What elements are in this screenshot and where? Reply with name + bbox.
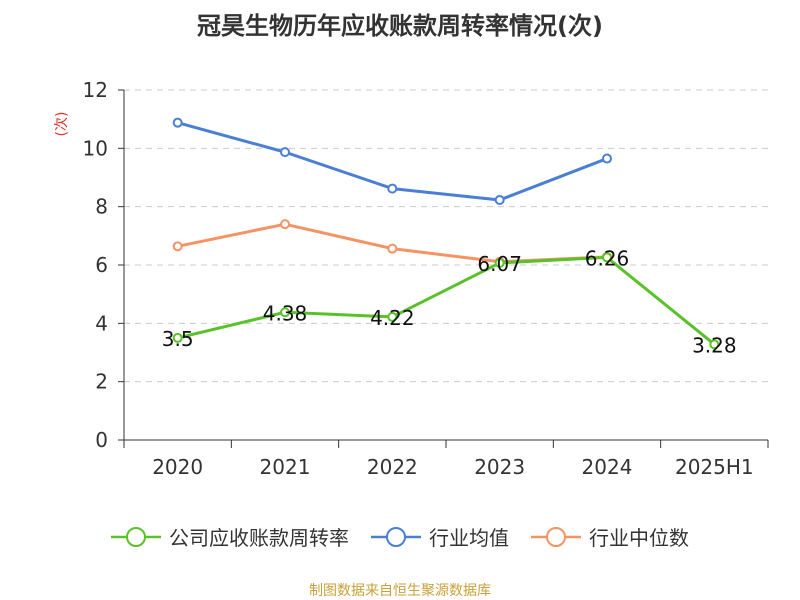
chart-title: 冠昊生物历年应收账款周转率情况(次) xyxy=(197,12,603,40)
y-tick-label: 10 xyxy=(83,136,108,160)
y-tick-label: 2 xyxy=(95,370,108,394)
x-tick-label: 2024 xyxy=(582,455,633,479)
source-note: 制图数据来自恒生聚源数据库 xyxy=(309,583,491,599)
legend-marker-icon xyxy=(371,526,421,547)
legend-item: 公司应收账款周转率 xyxy=(111,522,349,551)
legend-item: 行业均值 xyxy=(371,522,509,551)
x-tick-label: 2022 xyxy=(367,455,418,479)
data-point xyxy=(280,219,290,230)
data-point xyxy=(494,194,505,205)
data-label: 6.26 xyxy=(585,246,630,270)
data-point xyxy=(280,307,290,318)
legend-circle xyxy=(546,526,566,547)
data-point xyxy=(494,257,505,268)
axes: 0 2 4 6 8 10 12 2020 2021 2022 2023 2024 2025H1 (次) xyxy=(54,78,769,479)
x-tick-label: 2021 xyxy=(260,455,311,479)
data-point xyxy=(387,243,398,254)
data-point xyxy=(602,252,612,263)
data-point xyxy=(709,339,720,350)
y-tick-label: 12 xyxy=(83,78,108,102)
data-point xyxy=(172,241,183,252)
series-line xyxy=(177,255,716,346)
y-tick-label: 0 xyxy=(95,428,108,452)
data-point xyxy=(387,183,398,194)
legend: 公司应收账款周转率 行业均值 行业中位数 xyxy=(0,522,800,551)
data-label: 4.22 xyxy=(370,306,415,330)
data-point xyxy=(602,153,612,164)
y-tick-label: 6 xyxy=(95,253,108,277)
legend-label: 公司应收账款周转率 xyxy=(169,526,349,550)
data-point xyxy=(280,147,290,158)
legend-marker-icon xyxy=(111,526,161,547)
legend-marker-icon xyxy=(531,526,581,547)
grid-lines xyxy=(124,89,768,383)
x-tick-label: 2025H1 xyxy=(675,455,754,479)
data-labels: 3.5 4.38 4.22 6.07 6.26 3.28 xyxy=(162,246,737,357)
x-tick-label: 2023 xyxy=(474,455,525,479)
data-point xyxy=(387,311,398,322)
data-point xyxy=(172,332,183,343)
series-layer xyxy=(172,117,720,350)
data-label: 3.5 xyxy=(162,327,194,351)
series-line xyxy=(177,222,608,264)
legend-label: 行业均值 xyxy=(429,526,509,550)
legend-circle xyxy=(386,526,406,547)
y-tick-label: 4 xyxy=(95,311,108,335)
x-tick-label: 2020 xyxy=(152,455,203,479)
data-label: 4.38 xyxy=(263,301,308,325)
legend-label: 行业中位数 xyxy=(589,526,689,550)
data-point xyxy=(172,117,183,128)
y-axis-label: (次) xyxy=(54,112,70,137)
legend-item: 行业中位数 xyxy=(531,522,689,551)
y-tick-label: 8 xyxy=(95,195,108,219)
data-label: 3.28 xyxy=(692,333,737,357)
data-label: 6.07 xyxy=(477,252,522,276)
legend-circle xyxy=(126,526,146,547)
